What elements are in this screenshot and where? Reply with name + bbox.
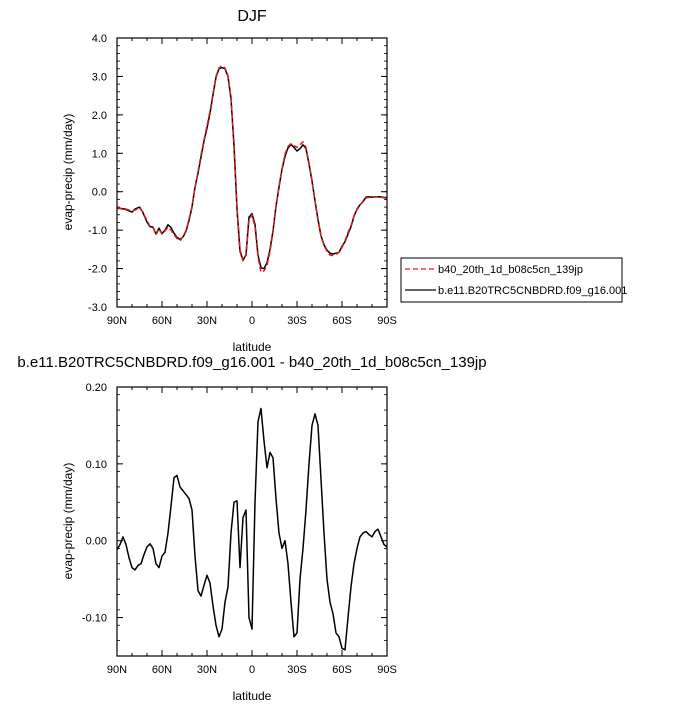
legend-label-series-2: b.e11.B20TRC5CNBDRD.f09_g16.001: [438, 285, 627, 297]
y-tick-label: 3.0: [92, 71, 107, 83]
x-tick-label: 90N: [107, 664, 127, 676]
x-tick-label: 0: [249, 664, 255, 676]
legend-label-series-1: b40_20th_1d_b08c5cn_139jp: [438, 264, 583, 276]
top-series-lines: [116, 64, 388, 274]
series-line-1: [116, 64, 388, 274]
y-tick-label: 1.0: [92, 148, 107, 160]
top-x-tick-labels: 90N 60N 30N 0 30S 60S 90S: [107, 315, 397, 327]
y-tick-label: -0.10: [82, 613, 107, 625]
y-tick-label: 0.10: [86, 459, 107, 471]
y-tick-label: -1.0: [88, 225, 107, 237]
x-tick-label: 60N: [152, 315, 172, 327]
x-tick-label: 60S: [332, 315, 352, 327]
bottom-panel: b.e11.B20TRC5CNBDRD.f09_g16.001 - b40_20…: [17, 354, 486, 703]
y-tick-label: -2.0: [88, 264, 107, 276]
series-line-2: [116, 66, 388, 270]
bottom-x-axis-label: latitude: [233, 689, 272, 703]
x-tick-label: 30S: [287, 315, 307, 327]
x-tick-label: 30N: [197, 315, 217, 327]
y-tick-label: 4.0: [92, 33, 107, 45]
top-x-axis-label: latitude: [233, 340, 272, 354]
top-y-tick-labels: -3.0 -2.0 -1.0 0.0 1.0 2.0 3.0 4.0: [88, 33, 107, 314]
y-tick-label: -3.0: [88, 302, 107, 314]
y-tick-label: 0.00: [86, 536, 107, 548]
series-line-1: [116, 407, 388, 651]
y-tick-label: 0.0: [92, 187, 107, 199]
legend: b40_20th_1d_b08c5cn_139jp b.e11.B20TRC5C…: [400, 257, 627, 303]
top-plot-frame: [116, 37, 388, 308]
top-chart-title: DJF: [237, 8, 267, 25]
bottom-plot-frame: [116, 386, 388, 657]
y-tick-label: 2.0: [92, 110, 107, 122]
top-axis-ticks: [116, 37, 388, 308]
bottom-series-lines: [116, 407, 388, 651]
bottom-y-tick-labels: -0.10 0.00 0.10 0.20: [82, 382, 107, 625]
x-tick-label: 0: [249, 315, 255, 327]
bottom-x-tick-labels: 90N 60N 30N 0 30S 60S 90S: [107, 664, 397, 676]
x-tick-label: 60S: [332, 664, 352, 676]
bottom-chart-title: b.e11.B20TRC5CNBDRD.f09_g16.001 - b40_20…: [17, 354, 486, 371]
bottom-y-axis-label: evap-precip (mm/day): [61, 463, 75, 580]
x-tick-label: 90N: [107, 315, 127, 327]
y-tick-label: 0.20: [86, 382, 107, 394]
x-tick-label: 30N: [197, 664, 217, 676]
x-tick-label: 90S: [377, 664, 397, 676]
x-tick-label: 90S: [377, 315, 397, 327]
top-panel: DJF 90N 60N 30N 0 30S 60S 90S -3.0 -2.0 -1.0 0.0 1…: [61, 8, 397, 354]
top-y-axis-label: evap-precip (mm/day): [61, 114, 75, 231]
x-tick-label: 60N: [152, 664, 172, 676]
legend-box: [400, 257, 623, 303]
x-tick-label: 30S: [287, 664, 307, 676]
